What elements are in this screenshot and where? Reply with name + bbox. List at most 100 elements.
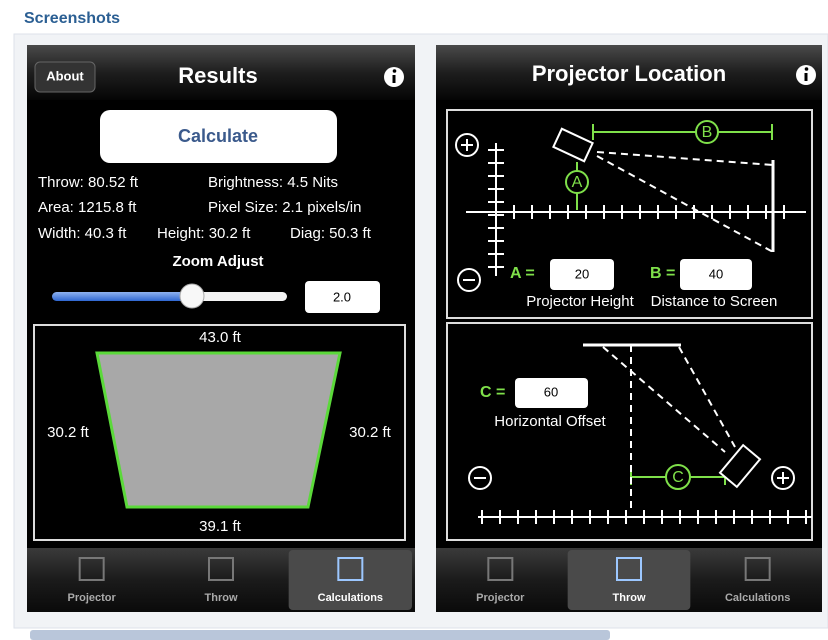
slider-fill: [52, 292, 192, 301]
nav-title: Projector Location: [532, 61, 726, 86]
offset-panel: [446, 322, 813, 541]
tab-label: Calculations: [725, 592, 790, 604]
calculate-button[interactable]: Calculate: [100, 110, 337, 163]
tab-bar: Projector Throw Calculations: [436, 548, 822, 612]
button-label: Calculate: [178, 126, 258, 146]
plus-button: [455, 133, 479, 157]
zoom-field[interactable]: 2.0: [305, 281, 380, 313]
nav-bar: [436, 45, 822, 100]
keystone-bottom: 39.1 ft: [199, 518, 242, 535]
info-stem: [804, 73, 808, 81]
keystone-panel: [33, 324, 406, 541]
scrollbar: [30, 630, 610, 640]
tab-label: Throw: [613, 592, 646, 604]
field-bg: [515, 378, 588, 408]
field-value: 40: [709, 266, 723, 281]
field-bg: [550, 259, 614, 290]
tab-icon: [616, 557, 642, 581]
beam: [596, 155, 774, 253]
tab-label: Throw: [205, 592, 238, 604]
field-label: B =: [650, 265, 675, 282]
keystone-top: 43.0 ft: [199, 329, 242, 346]
stat: Area: 1215.8 ft: [38, 199, 137, 216]
tab[interactable]: Projector: [476, 557, 525, 604]
stat: Diag: 50.3 ft: [290, 225, 372, 242]
tab-label: Projector: [68, 592, 117, 604]
stat: Pixel Size: 2.1 pixels/in: [208, 199, 361, 216]
plus-sign: [461, 139, 473, 151]
tab[interactable]: Projector: [68, 557, 117, 604]
marker-a: [565, 170, 589, 194]
marker-c: [665, 464, 691, 490]
info-stem: [392, 75, 396, 83]
slider-thumb: [179, 283, 205, 309]
field-caption: Projector Height: [526, 293, 634, 310]
tab-bar: Projector Throw Calculations: [27, 548, 415, 612]
field-label: A =: [510, 265, 535, 282]
nav-title: Results: [178, 63, 257, 88]
offset-field[interactable]: 60: [515, 378, 588, 408]
offset-diagram: [468, 343, 812, 524]
height-panel: [446, 109, 813, 319]
field-label: C =: [480, 384, 505, 401]
plus-button: [771, 466, 795, 490]
button-bg: [34, 61, 96, 93]
tab-icon: [487, 557, 514, 581]
field-value: 20: [575, 266, 589, 281]
tab[interactable]: Calculations: [288, 550, 412, 610]
tab[interactable]: Calculations: [725, 557, 790, 604]
height-diagram: [455, 127, 806, 292]
height-field[interactable]: 20: [550, 259, 614, 290]
tab-icon: [78, 557, 105, 581]
dimension-lines: [565, 120, 773, 490]
stat: Throw: 80.52 ft: [38, 174, 139, 191]
info-icon[interactable]: [384, 67, 404, 87]
field-bg: [305, 281, 380, 313]
stat: Width: 40.3 ft: [38, 225, 127, 242]
marker-b: [695, 120, 719, 144]
zoom-label: Zoom Adjust: [172, 253, 263, 270]
info-dot: [804, 67, 809, 71]
info-icon[interactable]: [796, 65, 816, 85]
info-dot: [392, 69, 397, 73]
minus-button: [468, 466, 492, 490]
tab-label: Projector: [476, 592, 525, 604]
distance-field[interactable]: 40: [680, 259, 752, 290]
tab-icon: [744, 557, 771, 581]
marker-label: C: [672, 469, 684, 486]
screen: [436, 45, 822, 612]
field-value: 60: [544, 384, 558, 399]
tab-icon: [208, 557, 234, 581]
about-button[interactable]: About: [34, 61, 96, 93]
tab-label: Calculations: [318, 592, 383, 604]
stat: Height: 30.2 ft: [157, 225, 251, 242]
button-bg: [100, 110, 337, 163]
zoom-slider[interactable]: [52, 283, 287, 309]
marker-label: A: [572, 174, 583, 191]
location-screen: Projector Location B A: [436, 45, 822, 612]
plus-sign: [777, 472, 789, 484]
projector-icon: [718, 443, 762, 489]
results-screen: About Results Calculate Throw: 80.52 ft …: [27, 45, 415, 612]
stat: Brightness: 4.5 Nits: [208, 174, 338, 191]
field-bg: [680, 259, 752, 290]
marker-label: B: [702, 124, 713, 141]
tab-icon: [337, 557, 364, 581]
section-title: Screenshots: [24, 10, 120, 27]
minus-button: [457, 268, 481, 292]
beam: [596, 151, 774, 166]
keystone-left: 30.2 ft: [47, 424, 90, 441]
field-value: 2.0: [333, 289, 351, 304]
keystone-shape: [95, 351, 342, 509]
button-label: About: [46, 68, 84, 83]
tab[interactable]: Throw: [567, 550, 691, 610]
beam: [602, 346, 726, 453]
field-caption: Horizontal Offset: [494, 413, 606, 430]
dimension-b: [592, 124, 773, 140]
keystone-right: 30.2 ft: [349, 424, 392, 441]
slider-track: [192, 292, 287, 301]
projector-icon: [552, 127, 594, 163]
tab[interactable]: Throw: [205, 557, 238, 604]
